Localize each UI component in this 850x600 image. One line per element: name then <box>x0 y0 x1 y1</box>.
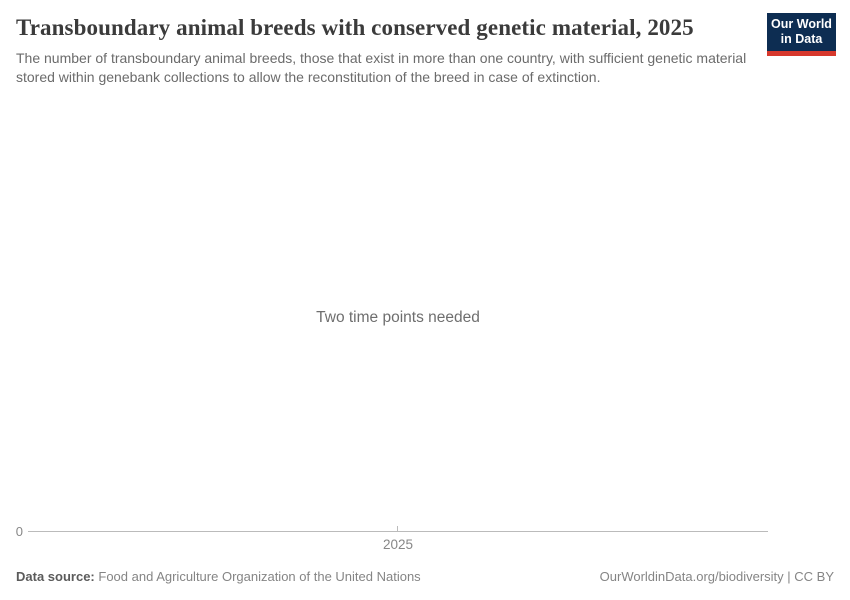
x-axis-tick-label: 2025 <box>382 537 414 552</box>
chart-title: Transboundary animal breeds with conserv… <box>16 15 694 40</box>
owid-logo-accent-bar <box>767 51 836 56</box>
x-axis-line <box>28 531 768 532</box>
owid-logo: Our World in Data <box>767 13 836 56</box>
chart-subtitle: The number of transboundary animal breed… <box>16 50 747 85</box>
plot-area: Two time points needed <box>28 95 768 531</box>
owid-logo-line2: in Data <box>780 32 823 46</box>
owid-logo-box: Our World in Data <box>767 13 836 51</box>
owid-logo-line1: Our World <box>771 17 832 31</box>
data-source-label: Data source: <box>16 569 95 584</box>
attribution-link[interactable]: OurWorldinData.org/biodiversity | CC BY <box>599 569 834 584</box>
x-axis-tick-mark <box>397 526 398 531</box>
data-source-value: Food and Agriculture Organization of the… <box>98 569 421 584</box>
data-source-line: Data source: Food and Agriculture Organi… <box>16 568 421 585</box>
chart-footer: Data source: Food and Agriculture Organi… <box>16 568 834 585</box>
y-axis-zero-label: 0 <box>15 524 23 539</box>
no-data-message: Two time points needed <box>316 309 480 326</box>
